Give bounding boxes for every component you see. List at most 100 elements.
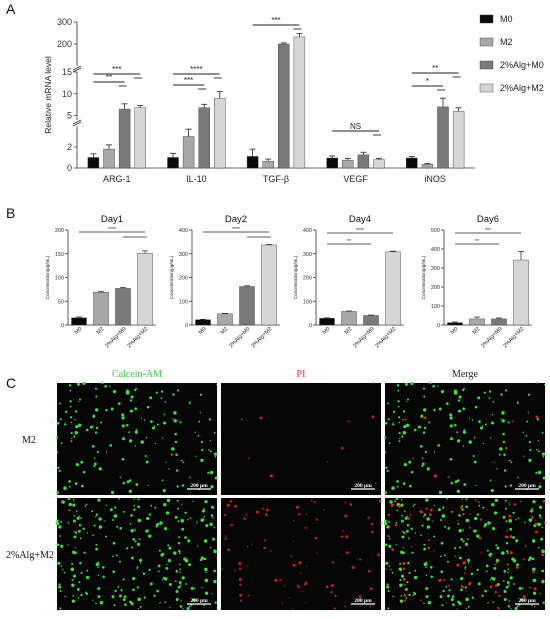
red-cell [226, 503, 230, 507]
bar [373, 159, 385, 169]
green-cell [475, 484, 477, 486]
green-cell [512, 511, 515, 514]
red-cell [387, 513, 391, 517]
green-cell [413, 575, 418, 580]
red-cell [460, 586, 463, 588]
green-cell [425, 561, 428, 564]
green-cell [458, 528, 462, 533]
green-cell [406, 529, 409, 533]
red-cell [403, 599, 407, 602]
x-tick-label: 2%Alg+M2 [502, 326, 525, 349]
green-cell [446, 594, 450, 598]
red-cell [297, 563, 299, 565]
red-cell [313, 500, 316, 504]
significance-label: **** [232, 227, 240, 233]
green-cell [58, 469, 61, 473]
green-cell [125, 389, 130, 394]
green-cell [485, 564, 489, 568]
green-cell [146, 405, 150, 409]
green-cell [56, 543, 59, 546]
green-cell [410, 470, 414, 474]
green-cell [73, 535, 77, 539]
red-cell [358, 595, 362, 599]
red-cell [330, 584, 334, 588]
red-cell [245, 513, 248, 516]
x-tick-label: 2%Alg+M2 [374, 326, 397, 349]
green-cell [506, 552, 509, 555]
green-cell [75, 425, 79, 429]
green-cell [541, 452, 545, 456]
green-cell [460, 538, 464, 541]
x-tick-label: 2%Alg+M0 [104, 326, 127, 349]
green-cell [134, 530, 136, 532]
green-cell [129, 399, 133, 402]
red-cell [433, 550, 436, 552]
green-cell [523, 455, 525, 457]
green-cell [179, 571, 181, 574]
legend-entry: 2%Alg+M2 [500, 83, 544, 93]
green-cell [406, 524, 410, 527]
green-cell [173, 419, 177, 423]
green-cell [505, 541, 509, 545]
red-cell [511, 420, 514, 423]
red-cell [255, 510, 259, 514]
green-cell [213, 569, 217, 573]
green-cell [133, 504, 136, 507]
green-cell [537, 439, 540, 442]
red-cell [230, 523, 234, 527]
y-axis-label: Concentration(pg/mL) [169, 255, 174, 299]
green-cell [80, 460, 84, 464]
green-cell [73, 435, 76, 438]
green-cell [92, 534, 94, 536]
green-cell [539, 505, 543, 509]
green-cell [541, 569, 545, 573]
red-cell [369, 605, 372, 608]
green-cell [490, 437, 492, 439]
green-cell [58, 585, 62, 589]
green-cell [180, 519, 185, 523]
micrograph-background [57, 498, 217, 610]
panel-c-micrographs: Calcein-AM PI Merge M2 2%Alg+M2 200 μm 200 μm 2… [6, 369, 546, 611]
green-cell [531, 507, 533, 510]
red-cell [367, 516, 370, 519]
red-cell [333, 607, 336, 610]
red-cell [341, 446, 344, 450]
red-cell [447, 584, 450, 587]
green-cell [134, 445, 137, 447]
green-cell [457, 522, 460, 525]
red-cell [269, 474, 273, 478]
green-cell [397, 389, 400, 392]
green-cell [467, 605, 470, 608]
green-cell [209, 470, 214, 475]
green-cell [105, 451, 108, 453]
green-cell [181, 484, 185, 487]
green-cell [121, 457, 125, 461]
green-cell [68, 502, 72, 507]
green-cell [476, 534, 480, 538]
green-cell [430, 566, 433, 569]
green-cell [136, 586, 139, 589]
green-cell [488, 390, 492, 393]
green-cell [179, 563, 181, 566]
green-cell [392, 423, 395, 426]
bar [447, 322, 463, 326]
green-cell [147, 484, 149, 486]
red-cell [438, 578, 442, 582]
green-cell [425, 595, 429, 599]
green-cell [522, 431, 524, 434]
green-cell [158, 570, 160, 573]
red-cell [371, 530, 374, 534]
green-cell [402, 546, 404, 549]
green-cell [462, 540, 465, 543]
green-cell [516, 563, 519, 567]
green-cell [168, 546, 172, 550]
green-cell [454, 547, 457, 550]
green-cell [422, 387, 426, 390]
green-cell [109, 508, 113, 512]
green-cell [400, 594, 403, 597]
green-cell [476, 513, 480, 516]
y-tick-label: 150 [55, 252, 64, 258]
green-cell [507, 584, 510, 586]
green-cell [208, 418, 211, 421]
green-cell [145, 436, 148, 439]
